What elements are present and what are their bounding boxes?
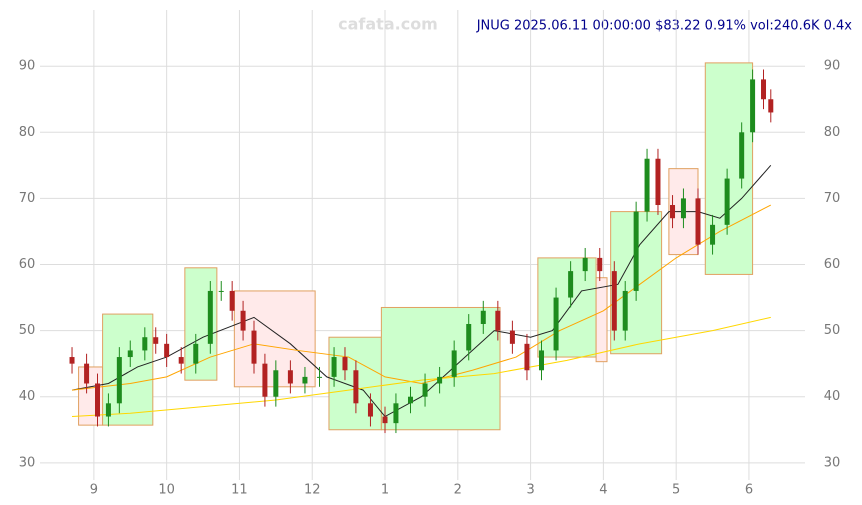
y-tick-label-right: 50	[824, 323, 841, 338]
candle-body	[509, 330, 515, 344]
box	[537, 257, 597, 358]
candle-body	[644, 158, 650, 212]
candle-body	[524, 343, 530, 371]
candle-body	[539, 350, 545, 371]
candle-body	[84, 363, 90, 384]
y-tick-label-right: 90	[824, 59, 841, 74]
candle-body	[422, 383, 428, 397]
candle-body	[382, 416, 388, 424]
y-tick-label-right: 80	[824, 125, 841, 140]
candle-body	[480, 310, 486, 324]
candle-body	[207, 290, 213, 344]
box	[380, 306, 501, 431]
x-tick-label: 4	[599, 483, 607, 498]
candle-body	[695, 198, 701, 245]
candle-body	[193, 343, 199, 364]
y-tick-label: 70	[19, 191, 36, 206]
candle-body	[655, 158, 661, 206]
candle-body	[710, 224, 716, 245]
candle-body	[761, 79, 767, 100]
candle-body	[342, 357, 348, 371]
y-tick-label: 30	[19, 455, 36, 470]
candle-body	[724, 178, 730, 225]
candle-body	[750, 79, 756, 133]
watermark: cafata.com	[338, 15, 438, 34]
candle-body	[633, 211, 639, 291]
x-tick-label: 12	[304, 483, 321, 498]
y-tick-label: 50	[19, 323, 36, 338]
x-tick-label: 10	[158, 483, 175, 498]
candle-body	[739, 132, 745, 179]
candle-body	[451, 350, 457, 377]
y-tick-label: 60	[19, 257, 36, 272]
candle-body	[367, 403, 373, 417]
candle-body	[680, 198, 686, 219]
candle-body	[407, 396, 413, 404]
x-tick-label: 6	[745, 483, 753, 498]
x-tick-label: 2	[454, 483, 462, 498]
candle-body	[69, 357, 75, 364]
x-tick-label: 3	[526, 483, 534, 498]
box	[595, 277, 608, 363]
candle-body	[466, 323, 472, 351]
candle-body	[768, 99, 774, 113]
candle-body	[331, 357, 337, 377]
candle-body	[127, 350, 133, 358]
candle-body	[393, 403, 399, 424]
candle-body	[302, 376, 308, 384]
candle-body	[622, 290, 628, 331]
x-tick-label: 11	[231, 483, 248, 498]
candle-body	[262, 363, 268, 397]
y-tick-label: 80	[19, 125, 36, 140]
candle-body	[116, 357, 122, 404]
y-tick-label-right: 40	[824, 389, 841, 404]
candle-body	[95, 383, 101, 417]
candle-body	[251, 330, 257, 364]
candle-body	[670, 205, 676, 219]
y-tick-label-right: 30	[824, 455, 841, 470]
y-tick-label: 90	[19, 59, 36, 74]
chart-title: JNUG 2025.06.11 00:00:00 $83.22 0.91% vo…	[476, 19, 853, 34]
candle-body	[229, 290, 235, 311]
x-tick-label: 5	[672, 483, 680, 498]
y-tick-label-right: 60	[824, 257, 841, 272]
candle-body	[317, 376, 323, 378]
candle-body	[495, 310, 501, 331]
candle-body	[568, 271, 574, 298]
candle-body	[240, 310, 246, 331]
candle-body	[597, 257, 603, 272]
candle-body	[218, 290, 224, 292]
moving-average	[71, 316, 771, 418]
candle-body	[105, 403, 111, 417]
candle-body	[142, 337, 148, 351]
candle-body	[611, 271, 617, 331]
x-tick-label: 9	[90, 483, 98, 498]
y-tick-label-right: 70	[824, 191, 841, 206]
moving-average	[71, 165, 772, 418]
candle-body	[553, 297, 559, 351]
candle-body	[273, 370, 279, 397]
candle-body	[153, 337, 159, 344]
x-tick-label: 1	[381, 483, 389, 498]
candle-body	[582, 257, 588, 272]
candle-body	[353, 370, 359, 404]
y-tick-label: 40	[19, 389, 36, 404]
candle-body	[164, 343, 170, 358]
candle-body	[437, 376, 443, 384]
candle-body	[287, 370, 293, 384]
candle-body	[178, 357, 184, 364]
